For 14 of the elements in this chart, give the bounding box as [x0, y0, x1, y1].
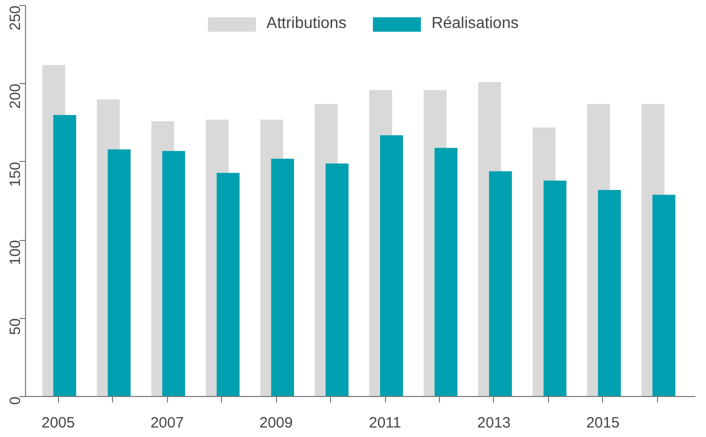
legend-label: Attributions — [266, 15, 346, 33]
x-tick-label: 2011 — [368, 414, 402, 432]
x-tick-label: 2015 — [586, 414, 620, 432]
y-tick-label: 100 — [7, 240, 24, 266]
x-tick-label: 2007 — [150, 414, 184, 432]
y-tick-label: 50 — [7, 318, 24, 335]
legend-label: Réalisations — [431, 15, 519, 33]
x-tick-label: 2009 — [259, 414, 293, 432]
x-tick-label: 2005 — [42, 414, 75, 432]
y-tick-label: 250 — [7, 5, 24, 31]
y-tick-label: 150 — [7, 162, 24, 187]
y-tick-label: 0 — [7, 396, 24, 405]
y-tick-label: 200 — [7, 84, 24, 109]
x-tick-label: 2013 — [477, 414, 511, 432]
